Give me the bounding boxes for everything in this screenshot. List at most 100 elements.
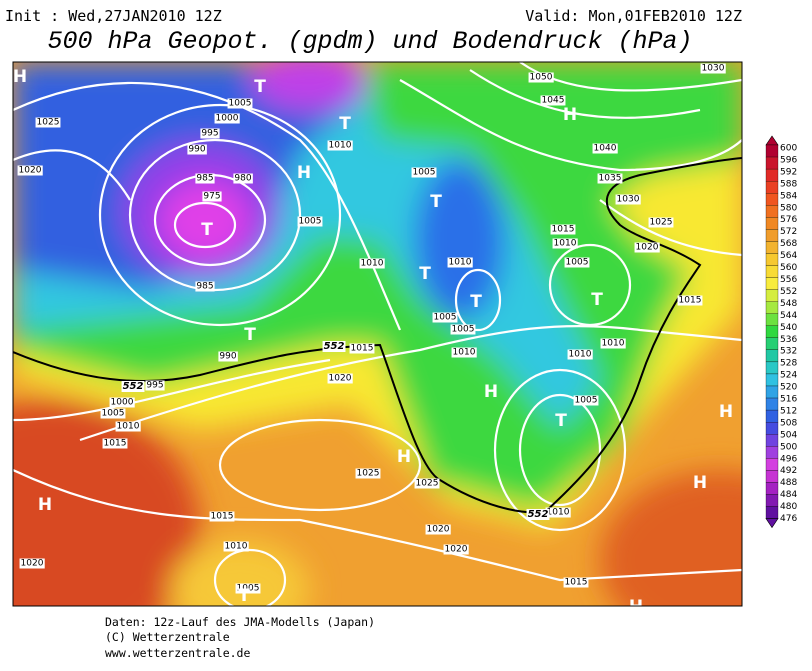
- colorbar-band: [765, 253, 779, 266]
- pressure-center: T: [591, 290, 603, 310]
- isobar-label: 1035: [599, 174, 622, 184]
- colorbar-band: [765, 349, 779, 363]
- colorbar-label: 524: [780, 371, 797, 381]
- isobars: [13, 62, 742, 606]
- colorbar-band: [765, 301, 779, 314]
- isobar-label-box: [227, 98, 253, 109]
- isobar-label-group: 1020: [634, 242, 660, 253]
- isobar-label-group: 1030: [700, 63, 726, 74]
- colorbar-band: [765, 180, 779, 194]
- colorbar-label: 564: [780, 251, 797, 261]
- isobar-label: 1015: [552, 225, 575, 235]
- isobar-label-group: 995: [200, 128, 220, 139]
- isobar-label-box: [102, 438, 128, 449]
- isobar-label: 1010: [602, 339, 625, 349]
- colorbar-band: [765, 241, 779, 254]
- isobar-label: 1010: [329, 141, 352, 151]
- isobar-label: 1010: [449, 258, 472, 268]
- isobar-label: 1005: [237, 584, 260, 594]
- contour-label: 552: [528, 509, 549, 520]
- isobar-label-group: 1025: [648, 217, 674, 228]
- isobar-label-group: 1005: [411, 167, 437, 178]
- isobar-label: 1050: [530, 73, 553, 83]
- colorbar-label: 500: [780, 442, 797, 452]
- isobar-label: 1005: [452, 325, 475, 335]
- isobar-label-group: 1010: [552, 238, 578, 249]
- colorbar-band: [765, 446, 779, 459]
- isobar-label-box: [447, 257, 473, 268]
- isobar-label-group: 1010: [223, 541, 249, 552]
- isobar-label-box: [700, 63, 726, 74]
- isobar-label: 980: [234, 174, 251, 184]
- isobar-label-box: [145, 380, 165, 391]
- isobar-label-group: 1005: [450, 324, 476, 335]
- colorbar-band: [765, 229, 779, 242]
- isobar-label: 1010: [361, 259, 384, 269]
- colorbar-band: [765, 385, 779, 399]
- colorbar-label: 532: [780, 347, 797, 357]
- colorbar-band: [765, 144, 779, 158]
- colorbar-label: 488: [780, 478, 797, 488]
- isobar-label-group: 1035: [597, 173, 623, 184]
- colorbar-band: [765, 277, 779, 290]
- isobar-label-box: [411, 167, 437, 178]
- isobar-label-box: [187, 144, 207, 155]
- isobar-label-group: 1020: [425, 524, 451, 535]
- isobar-label-box: [550, 224, 576, 235]
- isobar-label: 1010: [453, 348, 476, 358]
- contour-label-group: 552: [526, 509, 550, 520]
- isobar-label-group: 1020: [17, 165, 43, 176]
- colorbar-band: [765, 361, 779, 375]
- colorbar-label: 508: [780, 418, 797, 428]
- colorbar-label: 476: [780, 514, 797, 524]
- isobar-label: 1045: [542, 96, 565, 106]
- valid-time: Valid: Mon,01FEB2010 12Z: [525, 7, 742, 25]
- isobar-label: 1010: [569, 350, 592, 360]
- isobar-label-box: [597, 173, 623, 184]
- isobar-label-group: 1045: [540, 95, 566, 106]
- isobar-label-box: [17, 165, 43, 176]
- isobar-label-box: [297, 216, 323, 227]
- pressure-center: H: [13, 67, 27, 87]
- contour-552: [13, 157, 742, 514]
- colorbar-label: 576: [780, 215, 797, 225]
- isobar-label-group: 1040: [592, 143, 618, 154]
- isobar-label-box: [100, 408, 126, 419]
- contour-label: 552: [123, 381, 144, 392]
- isobar-label-group: 1015: [550, 224, 576, 235]
- isobar-label: 985: [196, 282, 213, 292]
- isobar-label-group: 980: [233, 173, 253, 184]
- footer-copyright: (C) Wetterzentrale: [105, 630, 230, 644]
- isobar-label-group: 990: [218, 351, 238, 362]
- isobar-label-group: 1030: [615, 194, 641, 205]
- contour-label-group: 552: [322, 341, 346, 352]
- isobar-label-group: 1010: [600, 338, 626, 349]
- colorbar-band: [765, 168, 779, 182]
- isobar-label-group: 1010: [545, 507, 571, 518]
- isobar-label-group: 990: [187, 144, 207, 155]
- colorbar-label: 496: [780, 454, 797, 464]
- isobar-label-box: [19, 558, 45, 569]
- contour-label-box: [121, 381, 145, 392]
- isobar-label-box: [235, 583, 261, 594]
- isobar-label-group: 1025: [414, 478, 440, 489]
- isobar-label: 985: [196, 174, 213, 184]
- init-time: Init : Wed,27JAN2010 12Z: [5, 7, 222, 25]
- isobar-label-box: [233, 173, 253, 184]
- colorbar-label: 596: [780, 155, 797, 165]
- isobar-label: 1025: [357, 469, 380, 479]
- isobar-label: 1005: [566, 258, 589, 268]
- isobar-label-box: [450, 324, 476, 335]
- isobar-label: 1005: [229, 99, 252, 109]
- pressure-center: H: [693, 473, 707, 493]
- colorbar-band: [765, 494, 779, 507]
- colorbar-label: 528: [780, 359, 797, 369]
- colorbar-label: 560: [780, 263, 797, 273]
- isobar-label-box: [414, 478, 440, 489]
- isobar-label: 1020: [427, 525, 450, 535]
- colorbar-label: 480: [780, 502, 797, 512]
- contour-label-box: [526, 509, 550, 520]
